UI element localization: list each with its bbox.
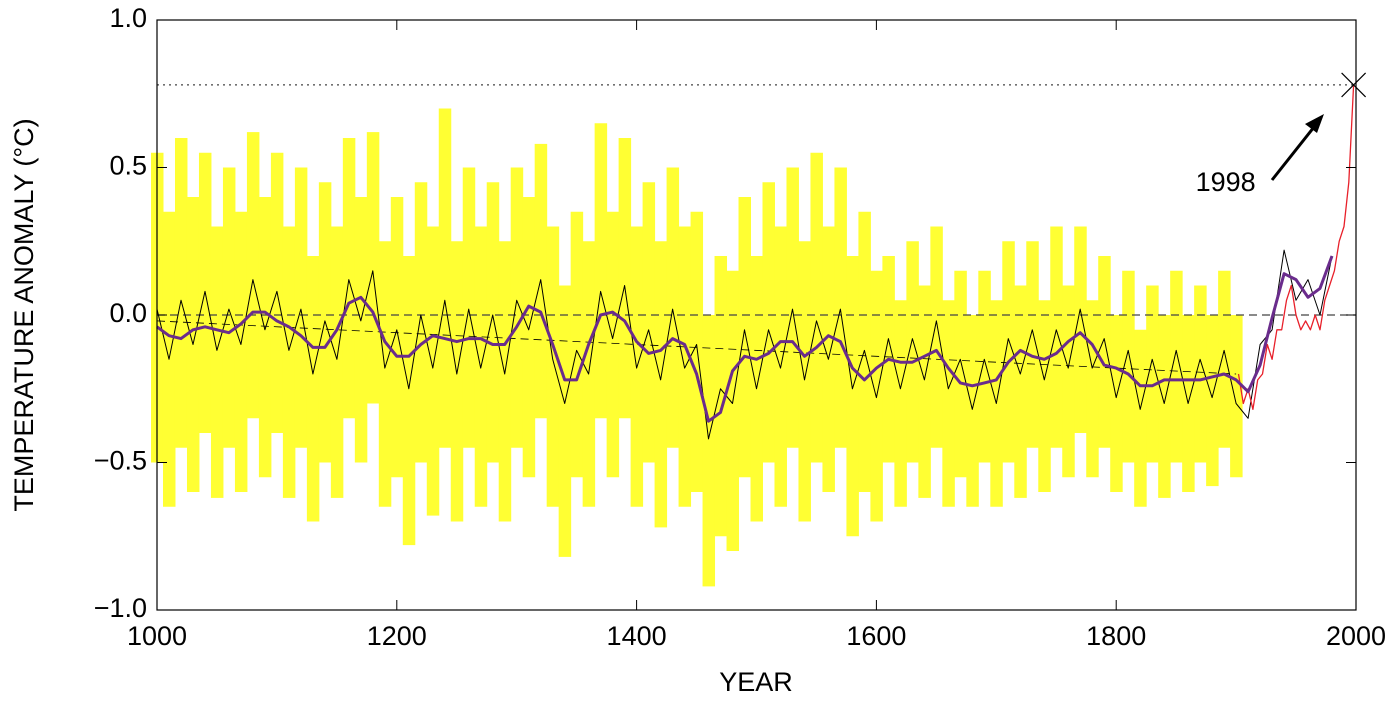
uncertainty-band [426,226,440,516]
uncertainty-band [1074,226,1087,433]
uncertainty-band [906,241,919,463]
uncertainty-band [366,132,380,404]
uncertainty-band [1218,270,1231,448]
x-tick-label: 1400 [607,621,667,651]
uncertainty-band [330,226,344,498]
uncertainty-band [810,152,823,463]
uncertainty-band [486,182,500,463]
x-tick-label: 1600 [846,621,906,651]
uncertainty-band [1014,285,1027,498]
uncertainty-band [498,241,512,522]
series-line [156,255,1334,423]
y-tick-label: −0.5 [94,446,147,476]
uncertainty-band [570,211,584,478]
series-line [156,249,1333,440]
y-tick-label: −1.0 [94,593,147,623]
y-tick-label: 0.5 [109,151,147,181]
uncertainty-band [342,138,356,419]
x-tick-label: 2000 [1326,621,1386,651]
x-tick-label: 1000 [127,621,187,651]
uncertainty-band [918,285,931,498]
uncertainty-band [354,197,368,463]
uncertainty-band [654,241,668,528]
uncertainty-band [894,300,907,507]
uncertainty-band [1086,300,1099,478]
uncertainty-band [1038,300,1051,492]
arrow-head [1305,114,1324,133]
uncertainty-band [786,167,799,448]
x-tick-label: 1200 [367,621,427,651]
uncertainty-band [738,197,752,478]
series-line [1237,84,1355,411]
uncertainty-band [798,241,811,522]
uncertainty-band [1002,241,1015,463]
y-tick-label: 1.0 [109,3,147,33]
series-line [156,320,1237,375]
uncertainty-band [726,270,740,551]
annotation-text: 1998 [1196,167,1256,197]
uncertainty-band [258,197,272,478]
uncertainty-band [558,285,572,557]
uncertainty-band [954,270,967,478]
uncertainty-band [222,167,236,448]
annotation-arrow [1270,121,1320,181]
uncertainty-band [306,256,320,522]
uncertainty-band [546,226,560,507]
uncertainty-band [762,182,775,463]
uncertainty-band [450,241,464,522]
uncertainty-band [510,167,524,448]
uncertainty-band [606,211,620,478]
uncertainty-band [522,197,536,478]
annotation-marker [1341,72,1367,98]
uncertainty-band [390,197,404,478]
uncertainty-band [1110,315,1123,492]
uncertainty-band [642,182,656,463]
uncertainty-band [438,108,452,448]
uncertainty-band [1170,270,1183,463]
x-axis-label: YEAR [719,667,793,697]
uncertainty-band [414,182,428,463]
y-tick-label: 0.0 [109,298,147,328]
uncertainty-band [1194,285,1207,463]
uncertainty-band [1230,315,1243,478]
uncertainty-band [618,138,632,419]
uncertainty-band [690,211,704,492]
uncertainty-band [402,256,416,546]
uncertainty-band [930,226,943,448]
uncertainty-band [378,241,392,507]
uncertainty-band [714,256,728,537]
uncertainty-band [702,315,716,587]
uncertainty-band [1062,285,1075,478]
uncertainty-band [234,211,248,492]
uncertainty-band [1050,226,1063,448]
uncertainty-band [846,256,859,537]
uncertainty-band [1026,241,1039,448]
uncertainty-band [942,300,955,507]
uncertainty-band [1206,315,1219,487]
uncertainty-band [1122,270,1135,463]
uncertainty-band [294,167,308,448]
uncertainty-band [246,132,260,419]
uncertainty-band [966,315,979,507]
uncertainty-band [666,167,680,448]
uncertainty-band [462,167,476,448]
uncertainty-band [978,270,991,463]
uncertainty-band [1098,256,1111,448]
y-axis-label: TEMPERATURE ANOMALY (°C) [9,118,39,511]
uncertainty-band [174,138,188,448]
uncertainty-band [594,123,608,419]
uncertainty-band [1158,315,1171,498]
uncertainty-band [210,226,224,498]
x-tick-label: 1800 [1086,621,1146,651]
uncertainty-band [1146,285,1159,463]
uncertainty-band [834,167,847,448]
uncertainty-band [1134,329,1147,507]
uncertainty-band [282,226,296,498]
